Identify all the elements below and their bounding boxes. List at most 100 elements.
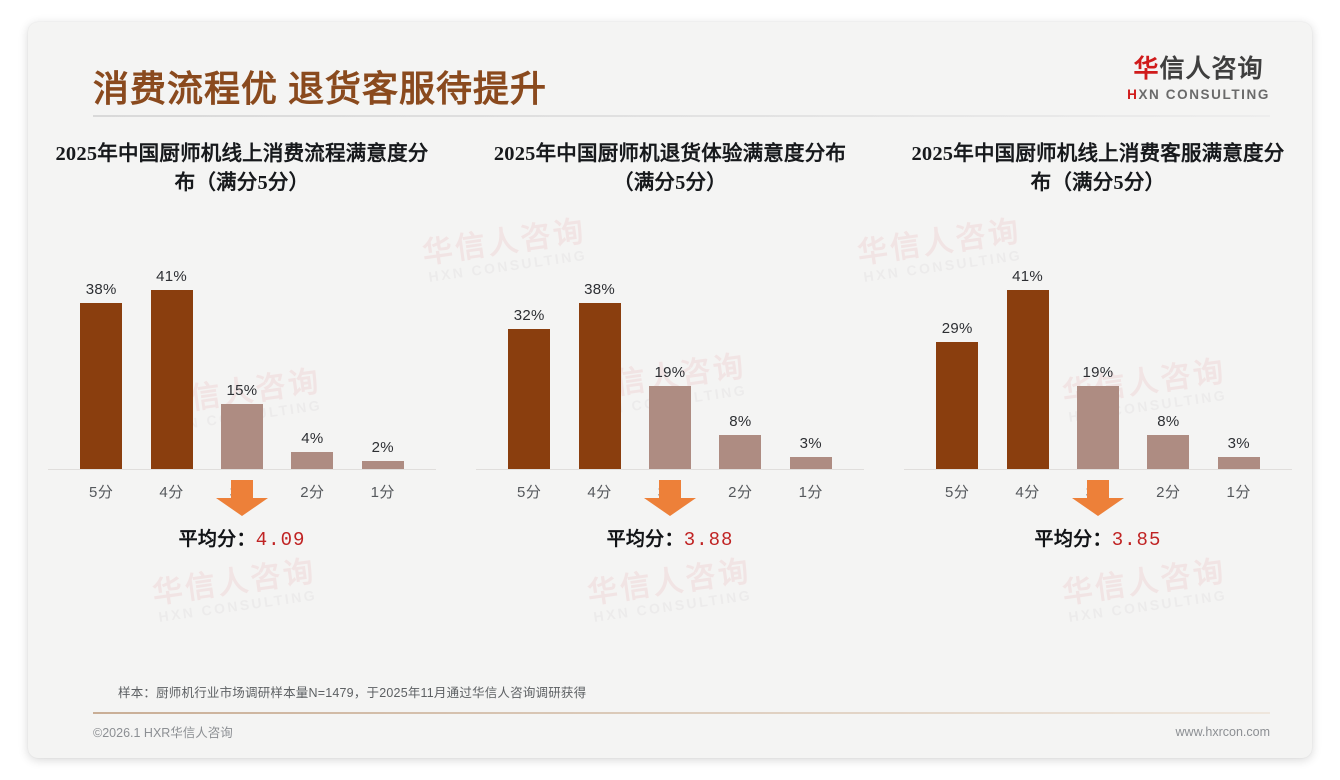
logo-chinese-accent: 华 [1133, 56, 1160, 83]
bar-value-label: 2% [371, 439, 394, 457]
bar-slot: 3% [776, 242, 846, 470]
bar[interactable] [1147, 434, 1190, 470]
logo-english-accent: H [1127, 87, 1139, 102]
bar-group: 29% 41% 19% 8% 3% [922, 242, 1274, 470]
x-axis-tick-label: 4分 [159, 484, 184, 501]
average-score-value: 3.88 [683, 529, 734, 551]
bar[interactable] [1217, 456, 1260, 470]
bar[interactable] [936, 342, 979, 470]
bar-value-label: 8% [1157, 412, 1180, 430]
bar-value-label: 3% [799, 434, 822, 452]
bar[interactable] [220, 404, 263, 470]
header-divider [93, 115, 1270, 117]
brand-logo: 华信人咨询 HXN CONSULTING [1127, 57, 1270, 102]
chart-plot-area: 32%38%19%8%3%5分4分3分2分1分 [470, 242, 870, 501]
bar[interactable] [719, 434, 762, 470]
bar[interactable] [789, 456, 832, 470]
watermark: 华信人咨询 HXN CONSULTING [150, 554, 321, 625]
x-axis-tick-label: 2分 [300, 484, 325, 501]
bar-slot: 32% [494, 242, 564, 470]
bar-value-label: 41% [156, 267, 188, 285]
average-score-value: 4.09 [255, 529, 306, 551]
page-title: 消费流程优 退货客服待提升 [93, 69, 548, 109]
bar[interactable] [361, 461, 404, 470]
bar-slot: 4% [277, 242, 347, 470]
bar-value-label: 38% [584, 280, 616, 298]
x-axis-labels: 5分4分3分2分1分 [494, 470, 846, 502]
chart-title: 2025年中国厨师机退货体验满意度分布（满分5分） [493, 143, 847, 195]
slide-footer: ©2026.1 HXR华信人咨询 www.hxrcon.com [93, 722, 1270, 741]
x-axis-tick-label: 5分 [944, 484, 970, 501]
bar-slot: 3% [1204, 242, 1274, 470]
watermark-english: HXN CONSULTING [592, 586, 753, 625]
bar-slot: 29% [922, 242, 992, 470]
bar-group: 38% 41% 15% 4% 2% [66, 242, 418, 470]
watermark-english: HXN CONSULTING [1067, 586, 1228, 625]
footer-divider [93, 712, 1270, 714]
bar-value-label: 19% [654, 364, 686, 382]
bar-slot: 15% [207, 242, 277, 470]
down-arrow-icon [215, 480, 268, 516]
bar-value-label: 8% [729, 412, 752, 430]
logo-english: HXN CONSULTING [1127, 88, 1270, 102]
bar-slot: 41% [992, 242, 1062, 470]
x-axis-line [903, 469, 1292, 470]
bar[interactable] [1006, 289, 1049, 470]
x-axis-tick-label: 4分 [1015, 484, 1040, 501]
x-axis-tick-label: 5分 [517, 484, 542, 501]
bar-slot: 41% [136, 242, 206, 470]
down-arrow-icon [643, 480, 696, 516]
bar-value-label: 38% [85, 280, 117, 298]
logo-english-rest: XN CONSULTING [1138, 87, 1270, 102]
bar[interactable] [150, 289, 193, 470]
logo-chinese-rest: 信人咨询 [1159, 56, 1264, 83]
bar-slot: 38% [564, 242, 634, 470]
bar-value-label: 32% [513, 307, 545, 325]
x-axis-tick-label: 1分 [370, 484, 395, 501]
x-axis-tick-label: 2分 [728, 484, 753, 501]
average-score-label: 平均分： [606, 529, 684, 550]
bar[interactable] [648, 386, 691, 470]
watermark: 华信人咨询 HXN CONSULTING [585, 554, 756, 625]
website-url: www.hxrcon.com [1175, 724, 1270, 739]
slide-header: 消费流程优 退货客服待提升 华信人咨询 HXN CONSULTING [28, 22, 1312, 118]
x-axis-line [475, 469, 864, 470]
watermark-chinese: 华信人咨询 [150, 554, 319, 611]
average-score-annotation: 平均分：3.88 [456, 478, 884, 551]
watermark-english: HXN CONSULTING [157, 586, 318, 625]
x-axis-tick-label: 2分 [1156, 484, 1181, 501]
bar-slot: 2% [348, 242, 418, 470]
bar[interactable] [291, 452, 334, 470]
average-score-annotation: 平均分：4.09 [28, 478, 456, 551]
bar-group: 32% 38% 19% 8% 3% [494, 242, 846, 470]
bar-value-label: 41% [1012, 267, 1044, 285]
x-axis-tick-label: 5分 [89, 484, 114, 501]
bar-value-label: 19% [1082, 364, 1114, 382]
chart-panel-3: 2025年中国厨师机线上消费客服满意度分布（满分5分） 29% 41% 19% 8% 3%… [884, 140, 1312, 551]
watermark: 华信人咨询 HXN CONSULTING [1060, 554, 1231, 625]
slide: 消费流程优 退货客服待提升 华信人咨询 HXN CONSULTING 华信人咨询… [28, 22, 1312, 758]
bar-slot: 19% [1063, 242, 1133, 470]
bar-slot: 38% [66, 242, 136, 470]
bar-slot: 8% [1133, 242, 1203, 470]
bar-value-label: 4% [301, 430, 324, 448]
chart-title: 2025年中国厨师机线上消费客服满意度分布（满分5分） [911, 143, 1285, 195]
chart-panel-2: 2025年中国厨师机退货体验满意度分布（满分5分） 32% 38% 19% 8% 3% 5分… [456, 140, 884, 551]
x-axis-tick-label: 1分 [798, 484, 823, 501]
bar-value-label: 15% [226, 382, 258, 399]
average-score-annotation: 平均分：3.85 [884, 478, 1312, 551]
chart-plot-area: 38%41%15%4%2%5分4分3分2分1分 [42, 242, 442, 501]
bar[interactable] [508, 329, 551, 470]
average-score-text: 平均分：4.09 [28, 524, 456, 551]
bar[interactable] [578, 302, 621, 470]
watermark-chinese: 华信人咨询 [585, 554, 754, 611]
bar-value-label: 29% [941, 320, 973, 338]
bar[interactable] [80, 302, 123, 470]
average-score-label: 平均分： [178, 529, 256, 550]
watermark-chinese: 华信人咨询 [1060, 554, 1229, 611]
down-arrow-icon [1071, 480, 1124, 516]
bar[interactable] [1076, 386, 1119, 470]
bar-value-label: 3% [1227, 434, 1250, 452]
chart-title: 2025年中国厨师机线上消费流程满意度分布（满分5分） [55, 143, 429, 195]
footnote: 样本：厨师机行业市场调研样本量N=1479，于2025年11月通过华信人咨询调研… [118, 686, 587, 700]
